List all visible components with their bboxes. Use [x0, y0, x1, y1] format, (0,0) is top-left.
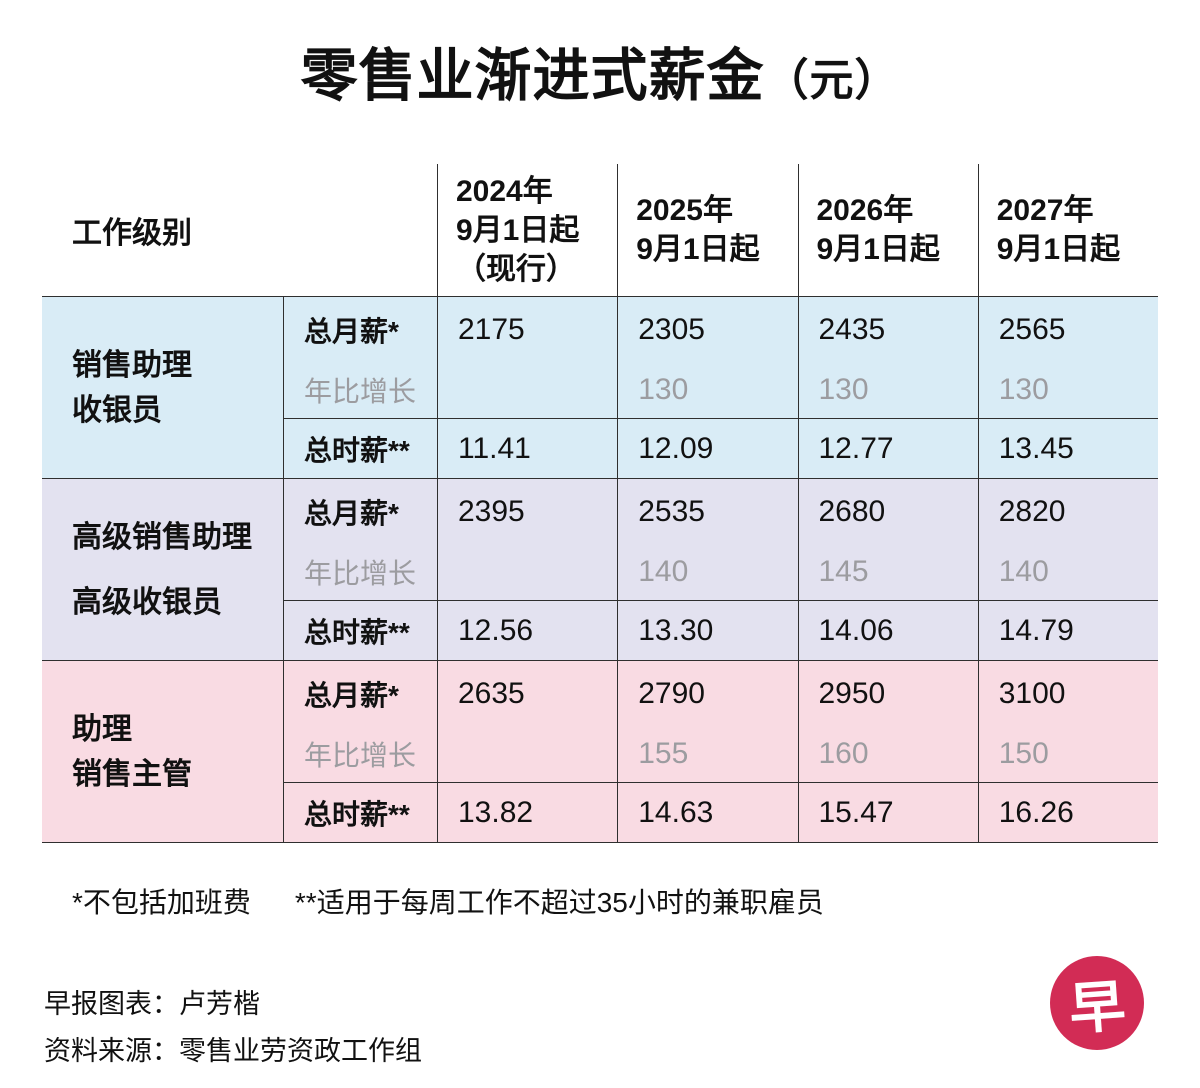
- monthly-salary-value: 2305: [617, 296, 798, 362]
- hourly-wage-value: 15.47: [797, 782, 978, 842]
- year-header-line: （现行）: [456, 252, 576, 286]
- page-title-text: 零售业渐进式薪金: [300, 44, 765, 108]
- growth-value: [437, 362, 618, 418]
- hourly-wage-value: 14.06: [797, 600, 978, 660]
- row-label-growth: 年比增长: [283, 726, 437, 782]
- growth-value: 150: [977, 726, 1158, 782]
- monthly-salary-value: 2395: [437, 478, 618, 544]
- hourly-wage-value: 14.79: [977, 600, 1158, 660]
- credits: 早报图表：卢芳楷 资料来源：零售业劳资政工作组: [44, 981, 1200, 1076]
- growth-value: [437, 544, 618, 600]
- monthly-salary-value: 2565: [977, 296, 1158, 362]
- row-label-monthly: 总月薪*: [283, 478, 437, 544]
- hourly-wage-value: 11.41: [437, 418, 618, 478]
- page-title-unit: （元）: [764, 56, 900, 105]
- wage-table: 工作级别 2024年 9月1日起 （现行） 2025年 9月1日起 2026年 …: [42, 164, 1158, 843]
- monthly-salary-value: 2790: [617, 660, 798, 726]
- growth-value: 140: [617, 544, 798, 600]
- row-label-hourly: 总时薪**: [283, 600, 437, 660]
- monthly-salary-value: 2820: [977, 478, 1158, 544]
- growth-value: 130: [977, 362, 1158, 418]
- hourly-wage-value: 12.56: [437, 600, 618, 660]
- column-header-year-2024: 2024年 9月1日起 （现行）: [437, 164, 617, 296]
- hourly-wage-value: 12.09: [617, 418, 798, 478]
- year-header-line: 2024年: [456, 174, 553, 208]
- hourly-wage-value: 14.63: [617, 782, 798, 842]
- monthly-salary-value: 2680: [797, 478, 978, 544]
- zaobao-logo: 早: [1050, 956, 1144, 1050]
- column-header-year-2026: 2026年 9月1日起: [797, 164, 978, 296]
- monthly-salary-value: 2535: [617, 478, 798, 544]
- year-header-line: 2026年: [816, 194, 914, 227]
- growth-value: 140: [977, 544, 1158, 600]
- year-header-line: 2027年: [996, 194, 1094, 227]
- hourly-wage-value: 13.82: [437, 782, 618, 842]
- page-title: 零售业渐进式薪金（元）: [0, 30, 1200, 112]
- year-header-line: 9月1日起: [636, 233, 760, 266]
- footnote-parttime: **适用于每周工作不超过35小时的兼职雇员: [294, 887, 824, 918]
- column-header-job-level: 工作级别: [42, 164, 437, 296]
- job-category-assistant-sales-supervisor: 助理 销售主管: [42, 660, 283, 842]
- year-header-line: 9月1日起: [996, 233, 1121, 266]
- monthly-salary-value: 2175: [437, 296, 618, 362]
- category-name-line: 销售助理: [72, 348, 192, 382]
- category-name-line: 助理: [72, 712, 132, 746]
- footnote-overtime: *不包括加班费: [72, 887, 251, 918]
- category-name-line: 高级收银员: [72, 585, 222, 619]
- growth-value: [437, 726, 618, 782]
- monthly-salary-value: 2435: [797, 296, 978, 362]
- category-name-line: 高级销售助理: [72, 520, 252, 554]
- growth-value: 130: [797, 362, 978, 418]
- job-category-senior-sales-assistant: 高级销售助理 高级收银员: [42, 478, 283, 660]
- footnotes: *不包括加班费 **适用于每周工作不超过35小时的兼职雇员: [72, 881, 1200, 921]
- monthly-salary-value: 2635: [437, 660, 618, 726]
- column-header-year-2027: 2027年 9月1日起: [977, 164, 1158, 296]
- category-name-line: 收银员: [72, 393, 162, 427]
- hourly-wage-value: 16.26: [977, 782, 1158, 842]
- zaobao-logo-glyph: 早: [1067, 973, 1128, 1041]
- column-header-year-2025: 2025年 9月1日起: [617, 164, 797, 296]
- monthly-salary-value: 2950: [797, 660, 978, 726]
- growth-value: 160: [797, 726, 978, 782]
- row-label-growth: 年比增长: [283, 544, 437, 600]
- monthly-salary-value: 3100: [977, 660, 1158, 726]
- row-label-monthly: 总月薪*: [283, 660, 437, 726]
- year-header-line: 9月1日起: [816, 233, 940, 266]
- hourly-wage-value: 12.77: [797, 418, 978, 478]
- job-level-label: 工作级别: [72, 217, 192, 250]
- row-label-hourly: 总时薪**: [283, 418, 437, 478]
- year-header-line: 9月1日起: [456, 213, 580, 247]
- growth-value: 130: [617, 362, 798, 418]
- job-category-sales-assistant: 销售助理 收银员: [42, 296, 283, 478]
- row-label-hourly: 总时薪**: [283, 782, 437, 842]
- growth-value: 145: [797, 544, 978, 600]
- source-credit: 资料来源：零售业劳资政工作组: [44, 1036, 422, 1067]
- category-name-line: 销售主管: [72, 757, 192, 791]
- hourly-wage-value: 13.30: [617, 600, 798, 660]
- row-label-monthly: 总月薪*: [283, 296, 437, 362]
- hourly-wage-value: 13.45: [977, 418, 1158, 478]
- growth-value: 155: [617, 726, 798, 782]
- chart-credit: 早报图表：卢芳楷: [44, 989, 260, 1019]
- row-label-growth: 年比增长: [283, 362, 437, 418]
- year-header-line: 2025年: [636, 194, 733, 227]
